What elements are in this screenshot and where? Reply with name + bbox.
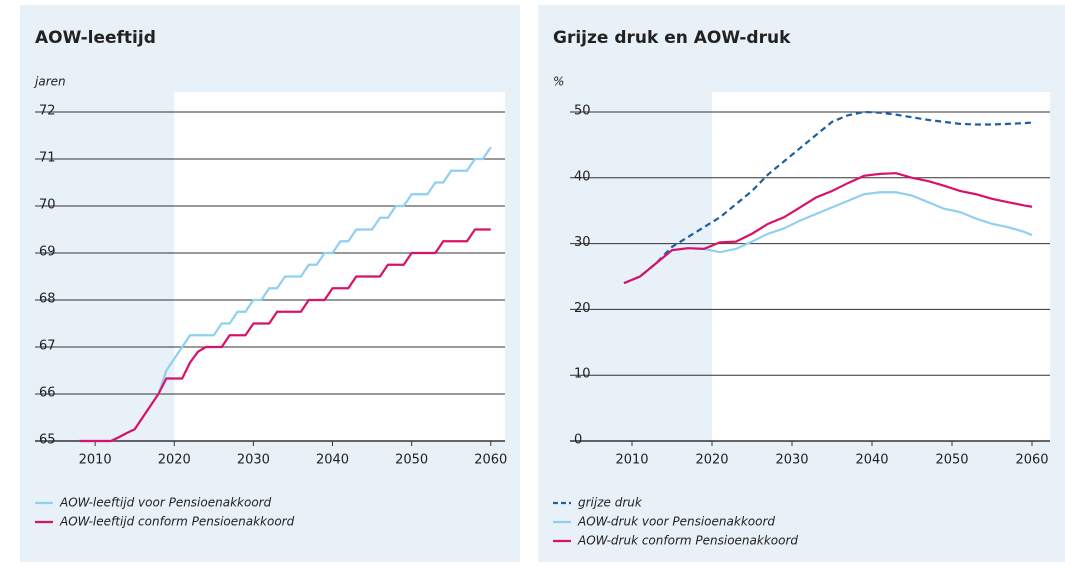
line-series: [623, 110, 1033, 285]
x-tick-label: 2020: [695, 453, 728, 468]
chart-title: AOW-leeftijd: [35, 28, 156, 48]
legend-label: AOW-druk voor Pensioenakkoord: [577, 515, 775, 529]
y-axis-label: jaren: [33, 75, 66, 89]
x-tick-label: 2040: [855, 453, 888, 468]
x-tick-label: 2050: [395, 453, 428, 468]
y-tick-label: 40: [574, 169, 591, 184]
chart-title: Grijze druk en AOW-druk: [553, 28, 791, 48]
chart-panel: AOW-leeftijd jaren 65 66 67 68 69 70 71 72 2010 202…: [20, 5, 520, 562]
legend-label: AOW-druk conform Pensioenakkoord: [577, 534, 798, 548]
legend-label: AOW-leeftijd voor Pensioenakkoord: [59, 496, 272, 510]
y-tick-label: 70: [39, 198, 56, 213]
y-tick-label: 20: [574, 301, 591, 316]
plot-area: [174, 92, 505, 441]
y-tick-label: 69: [39, 245, 56, 260]
y-tick-label: 72: [39, 104, 56, 119]
x-tick-label: 2050: [935, 453, 968, 468]
y-tick-label: 10: [574, 367, 591, 382]
x-tick-label: 2060: [1015, 453, 1048, 468]
y-axis-label: %: [553, 75, 564, 89]
x-tick-label: 2030: [775, 453, 808, 468]
legend-label: AOW-leeftijd conform Pensioenakkoord: [59, 515, 295, 529]
y-tick-label: 71: [39, 151, 56, 166]
y-tick-label: 68: [39, 292, 56, 307]
legend-label: grijze druk: [578, 496, 643, 510]
y-tick-label: 66: [39, 386, 56, 401]
y-tick-label: 30: [574, 235, 591, 250]
y-tick-label: 65: [39, 433, 56, 448]
plot-area: [712, 92, 1050, 441]
x-tick-label: 2040: [316, 453, 349, 468]
x-tick-label: 2030: [237, 453, 270, 468]
line-series: [79, 228, 491, 443]
x-tick-label: 2010: [79, 453, 112, 468]
x-tick-label: 2020: [158, 453, 191, 468]
x-tick-label: 2060: [474, 453, 507, 468]
line-series: [623, 172, 1033, 285]
y-tick-label: 0: [574, 433, 582, 448]
y-tick-label: 67: [39, 339, 56, 354]
x-tick-label: 2010: [615, 453, 648, 468]
y-tick-label: 50: [574, 104, 591, 119]
